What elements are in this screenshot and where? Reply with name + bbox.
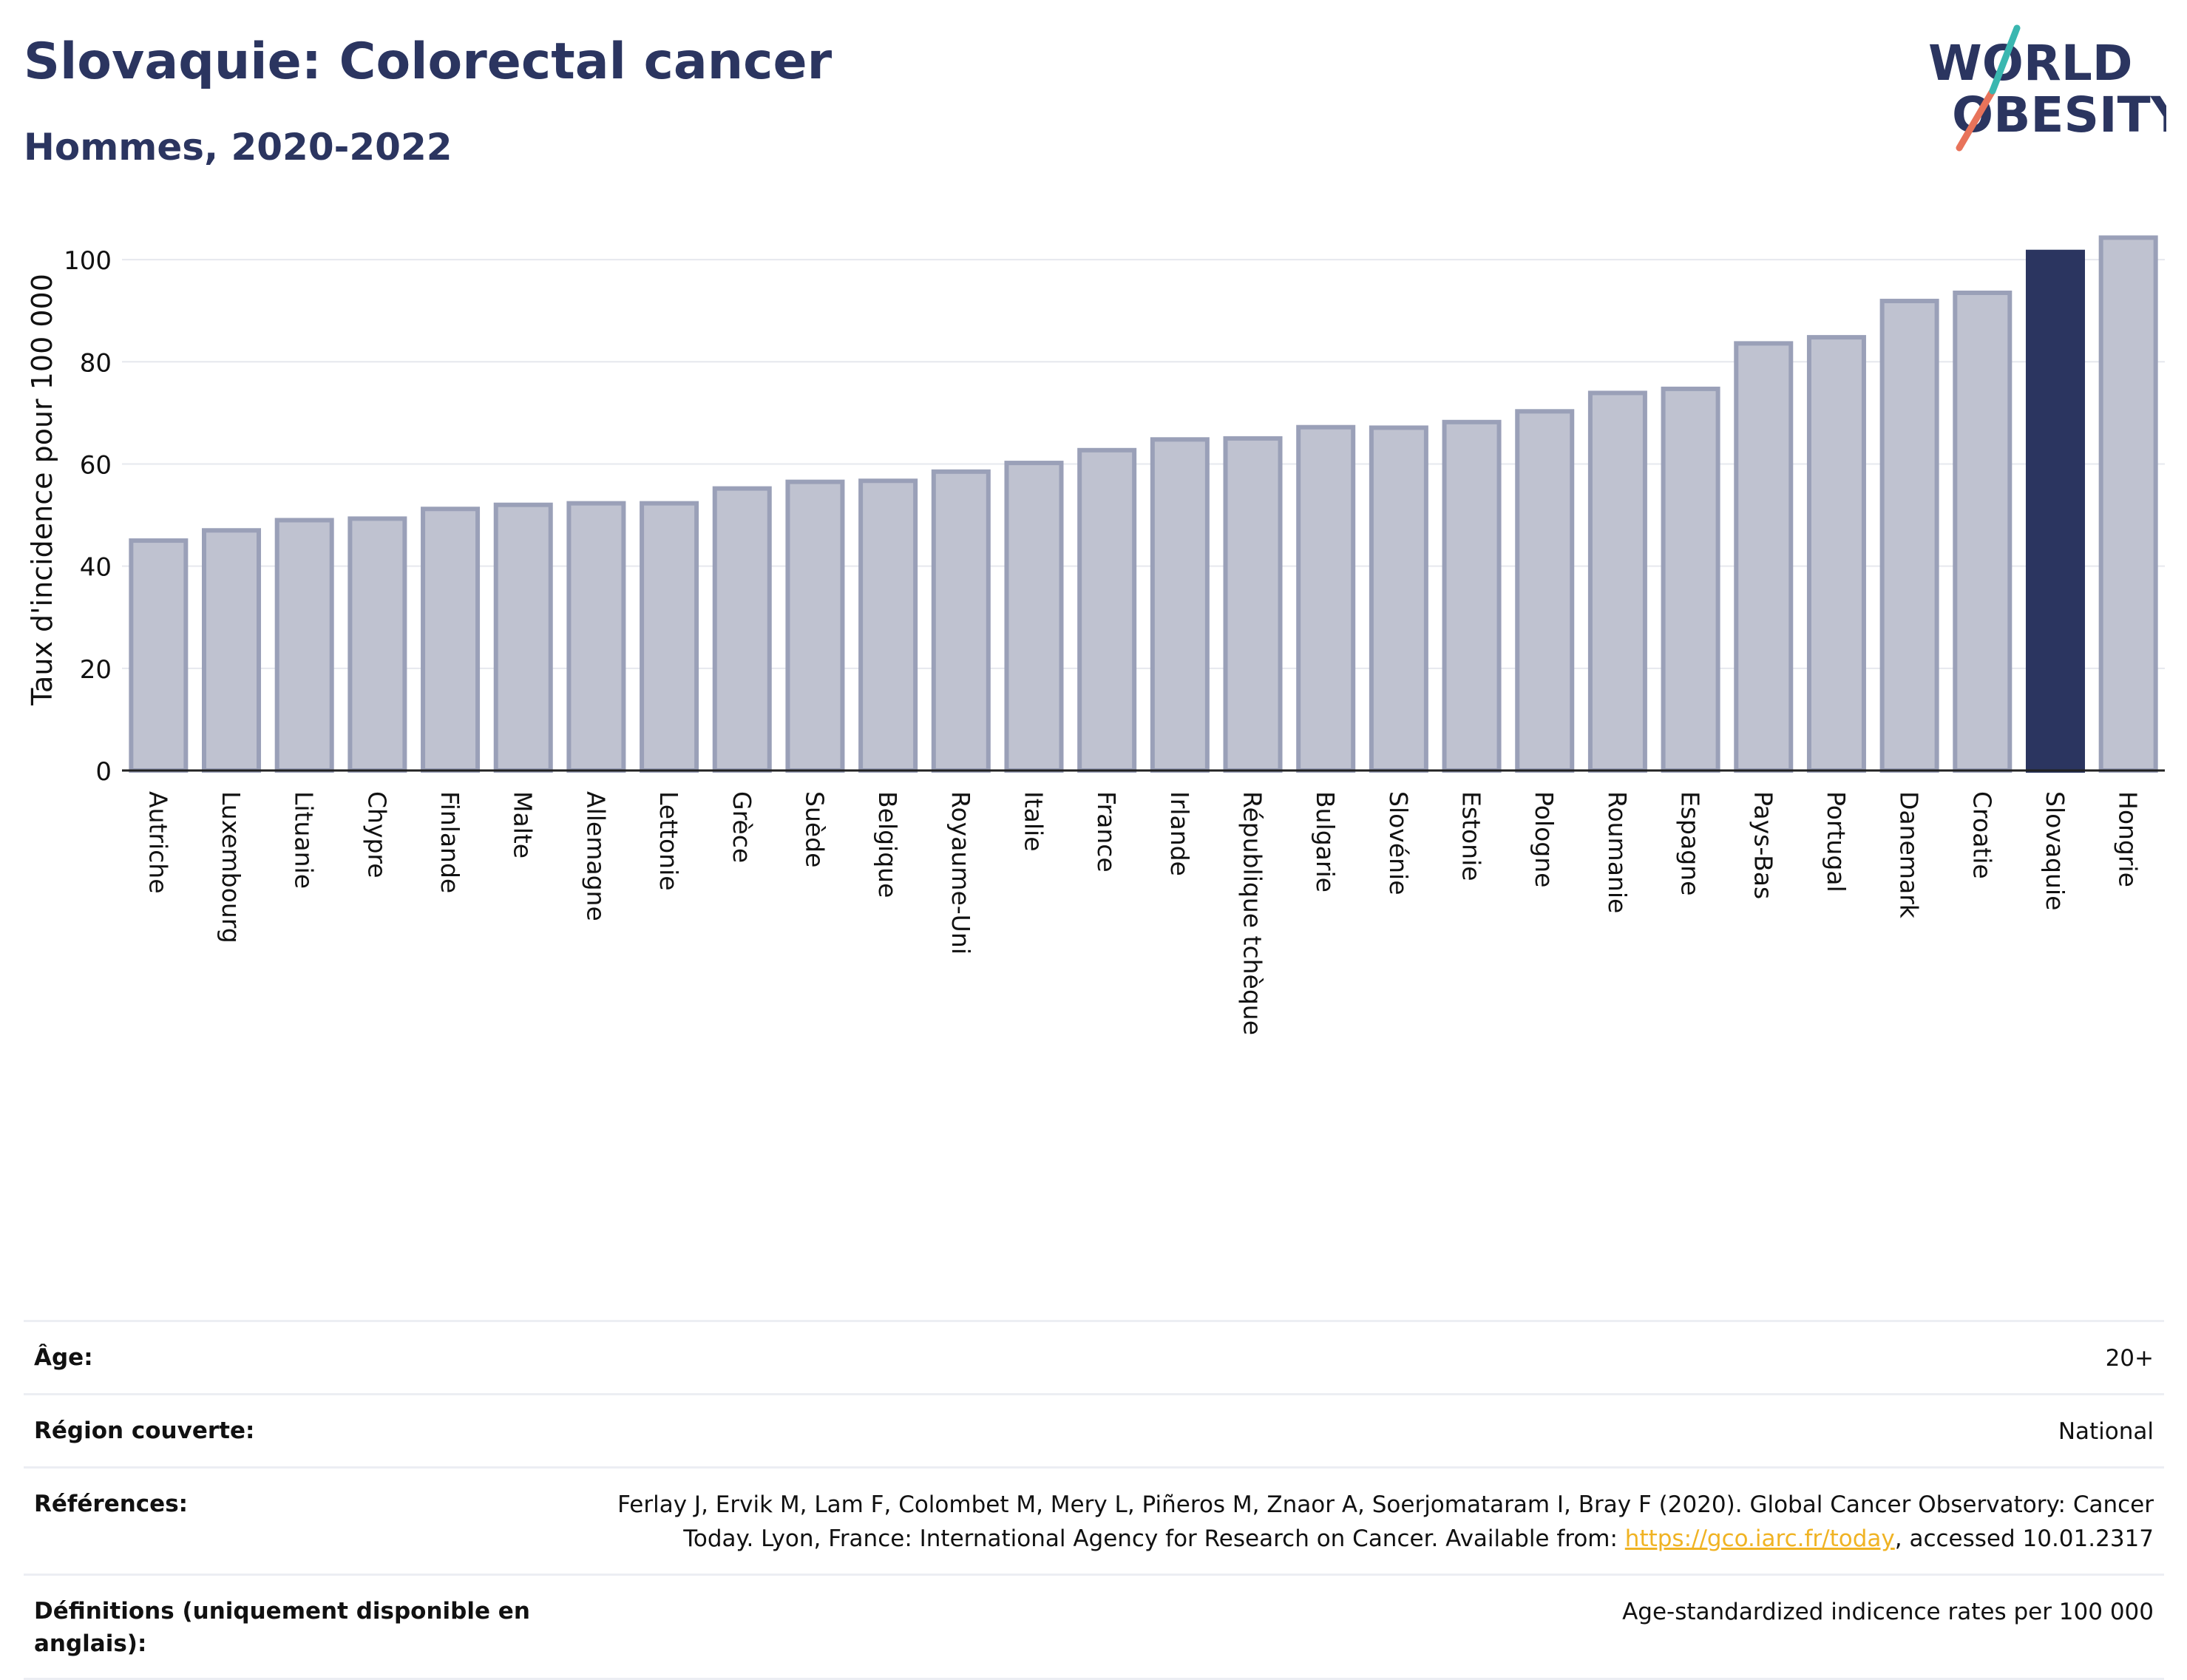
x-tick-label: Roumanie	[1603, 791, 1632, 913]
y-tick-label: 60	[80, 450, 112, 480]
bar-république-tchèque	[1223, 436, 1283, 773]
bar-danemark	[1879, 299, 1939, 773]
x-tick-label: République tchèque	[1238, 791, 1267, 1035]
bar-autriche	[129, 538, 189, 773]
x-tick-label: Portugal	[1822, 791, 1851, 892]
x-tick-label: Chypre	[362, 791, 391, 878]
bar-bulgarie	[1296, 424, 1356, 773]
meta-row-region: Région couverte: National	[24, 1393, 2164, 1466]
bar-luxembourg	[202, 528, 262, 773]
x-tick-label: Estonie	[1457, 791, 1486, 881]
meta-label-references: Références:	[34, 1491, 189, 1517]
bar-royaume-uni	[931, 469, 991, 773]
meta-label-age: Âge:	[34, 1344, 93, 1371]
chart-title: Slovaquie: Colorectal cancer	[24, 33, 833, 91]
x-tick-label: Allemagne	[581, 791, 610, 921]
world-obesity-logo: WORLD OBESITY	[1928, 24, 2166, 152]
x-tick-label: Malte	[509, 791, 538, 858]
x-tick-label: Pologne	[1530, 791, 1559, 887]
reference-accessed: , accessed 10.01.2317	[1894, 1525, 2154, 1552]
x-tick-label: Bulgarie	[1311, 791, 1340, 892]
x-tick-label: Autriche	[143, 791, 172, 894]
bar-pologne	[1515, 409, 1575, 773]
bar-pays-bas	[1734, 341, 1794, 773]
meta-value-region: National	[2058, 1418, 2154, 1445]
meta-label-definitions: Définitions (uniquement disponible en an…	[34, 1598, 530, 1657]
x-tick-label: Italie	[1019, 791, 1048, 852]
y-tick-label: 0	[95, 757, 112, 787]
bar-irlande	[1150, 437, 1210, 773]
reference-link[interactable]: https://gco.iarc.fr/today	[1624, 1525, 1895, 1552]
meta-value-definitions: Age-standardized indicence rates per 100…	[1622, 1599, 2154, 1625]
bar-portugal	[1806, 335, 1866, 773]
meta-row-definitions: Définitions (uniquement disponible en an…	[24, 1574, 2164, 1680]
x-tick-label: Lettonie	[654, 791, 683, 891]
bar-espagne	[1661, 386, 1720, 773]
x-tick-labels: Autriche Luxembourg Lituanie Chypre Finlande…	[143, 791, 2142, 1035]
y-tick-label: 100	[64, 246, 112, 276]
bars	[129, 235, 2158, 773]
meta-value-age: 20+	[2105, 1345, 2154, 1372]
x-tick-label: Suède	[800, 791, 829, 867]
meta-row-age: Âge: 20+	[24, 1320, 2164, 1393]
y-tick-label: 20	[80, 655, 112, 685]
x-tick-label: Croatie	[1967, 791, 1996, 879]
x-tick-label: Hongrie	[2114, 791, 2143, 887]
bar-estonie	[1442, 419, 1502, 773]
bar-grèce	[712, 486, 772, 773]
x-tick-label: Slovénie	[1384, 791, 1413, 895]
x-tick-label: Finlande	[435, 791, 464, 893]
bar-lettonie	[640, 501, 699, 773]
bar-chart: 0 20 40 60 80 100 Autriche Luxembourg Lituanie C…	[26, 235, 2165, 1035]
bar-slovaquie	[2025, 249, 2085, 773]
x-tick-label: Danemark	[1895, 791, 1924, 919]
y-tick-labels: 0 20 40 60 80 100	[64, 246, 112, 787]
bar-hongrie	[2098, 235, 2158, 773]
logo-text-world: WORLD	[1928, 35, 2133, 92]
x-tick-label: Grèce	[728, 791, 756, 863]
x-tick-label: Espagne	[1676, 791, 1705, 895]
x-tick-label: Luxembourg	[217, 791, 245, 944]
x-tick-label: France	[1092, 791, 1121, 873]
bar-suède	[785, 479, 845, 773]
reference-text: Ferlay J, Ervik M, Lam F, Colombet M, Me…	[617, 1491, 2154, 1552]
x-tick-label: Pays-Bas	[1749, 791, 1777, 899]
y-axis-label: Taux d'incidence pour 100 000	[26, 274, 58, 706]
bar-france	[1077, 447, 1137, 773]
x-tick-label: Lituanie	[290, 791, 319, 889]
bar-allemagne	[566, 501, 626, 773]
bar-croatie	[1953, 291, 2013, 773]
x-tick-label: Royaume-Uni	[946, 791, 975, 955]
chart-subtitle: Hommes, 2020-2022	[24, 126, 452, 169]
x-tick-label: Belgique	[873, 791, 902, 898]
bar-italie	[1004, 461, 1064, 773]
bar-lituanie	[274, 518, 334, 773]
bar-finlande	[421, 507, 481, 773]
bar-roumanie	[1587, 390, 1647, 773]
x-tick-label: Irlande	[1165, 791, 1194, 876]
bar-malte	[493, 502, 553, 773]
x-tick-label: Slovaquie	[2041, 791, 2069, 910]
y-tick-label: 40	[80, 553, 112, 583]
bar-chypre	[347, 516, 407, 773]
bar-slovénie	[1369, 425, 1428, 773]
meta-row-references: Références: Ferlay J, Ervik M, Lam F, Co…	[24, 1466, 2164, 1574]
y-tick-label: 80	[80, 348, 112, 378]
metadata-table: Âge: 20+ Région couverte: National Référ…	[24, 1320, 2164, 1680]
bar-belgique	[858, 478, 918, 773]
meta-value-references: Ferlay J, Ervik M, Lam F, Colombet M, Me…	[586, 1488, 2154, 1556]
meta-label-region: Région couverte:	[34, 1418, 255, 1444]
